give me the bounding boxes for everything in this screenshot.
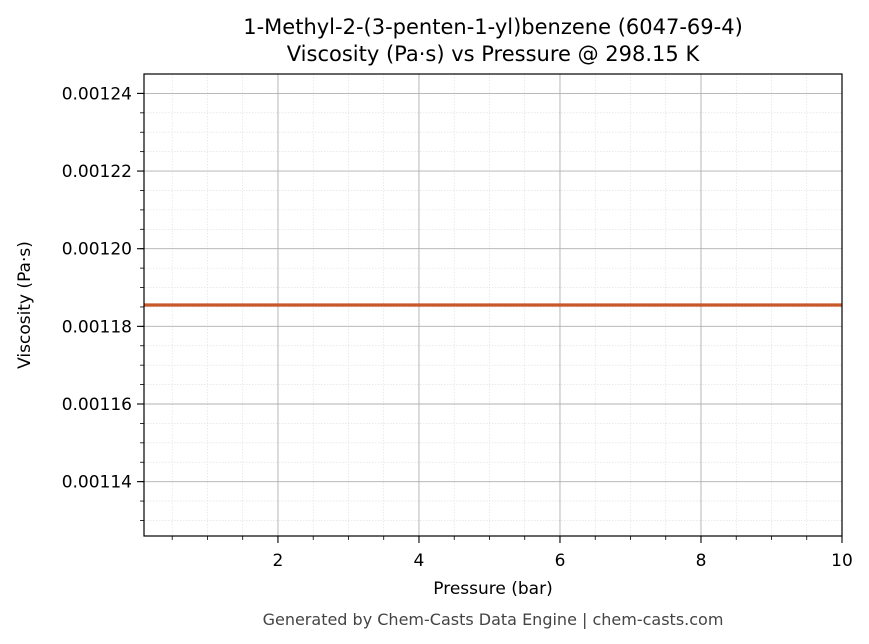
y-axis-label: Viscosity (Pa·s): [15, 241, 35, 369]
x-tick-label: 4: [414, 551, 425, 571]
x-tick-label: 8: [696, 551, 707, 571]
tick-labels: 2 4 6 8 10 0.00114 0.00116 0.00118 0.00120 0.0012…: [62, 84, 853, 571]
chart-title: 1-Methyl-2-(3-penten-1-yl)benzene (6047-…: [243, 15, 743, 39]
chart-subtitle: Viscosity (Pa·s) vs Pressure @ 298.15 K: [287, 42, 701, 66]
y-tick-label: 0.00120: [62, 240, 132, 260]
x-tick-label: 10: [831, 551, 853, 571]
footer-credit: Generated by Chem-Casts Data Engine | ch…: [263, 610, 724, 629]
x-tick-label: 2: [273, 551, 284, 571]
plot-frame: [143, 73, 843, 537]
axis-ticks: [137, 92, 843, 543]
x-axis-label: Pressure (bar): [433, 579, 552, 599]
y-tick-label: 0.00114: [62, 473, 132, 493]
x-tick-label: 6: [555, 551, 566, 571]
y-tick-label: 0.00116: [62, 395, 132, 415]
y-tick-label: 0.00122: [62, 162, 132, 182]
y-tick-label: 0.00124: [62, 84, 132, 104]
y-tick-label: 0.00118: [62, 317, 132, 337]
